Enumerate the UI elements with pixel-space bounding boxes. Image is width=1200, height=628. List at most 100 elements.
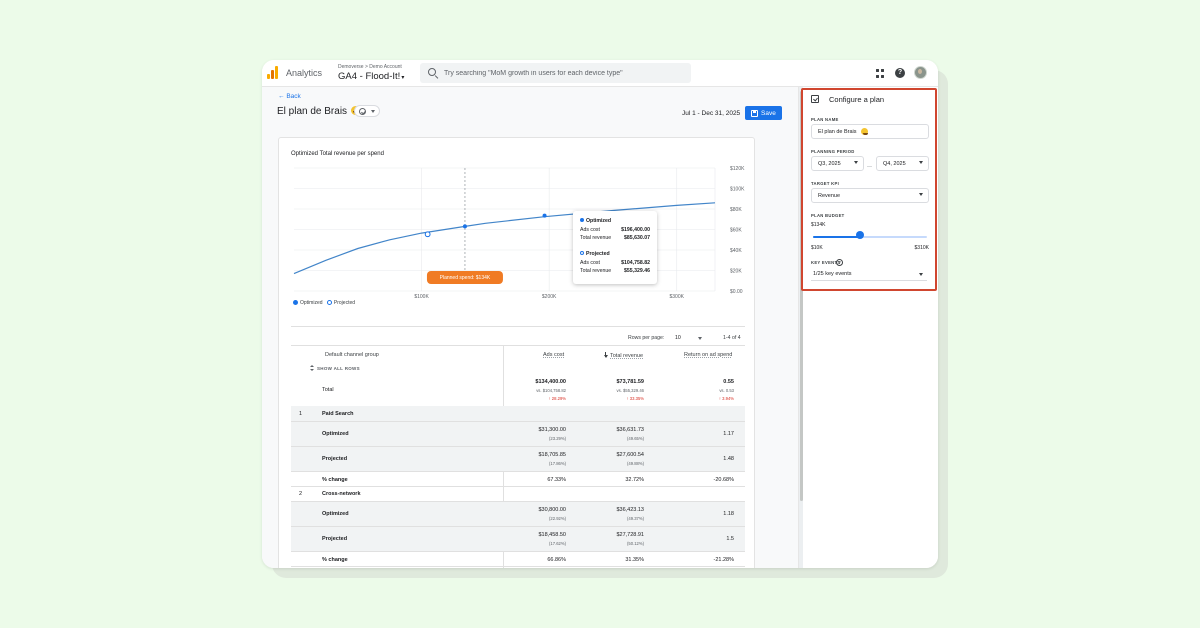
key-events-label: KEY EVENTS [811,260,841,265]
status-chip[interactable] [354,105,380,117]
tooltip-optimized-cost: Ads cost $196,400.00 [580,227,650,233]
grinning-face-icon [861,128,868,135]
tooltip-projected-cost: Ads cost $104,758.82 [580,260,650,266]
row-optimized-label: Optimized [322,511,349,517]
total-roas-delta: ↑ 3.94% [718,396,734,401]
plan-card: Optimized Total revenue per spend $120K $… [278,137,755,568]
key-events-select[interactable]: 1/25 key events [811,268,927,281]
row-change-revenue: 31.35% [625,557,644,563]
row-channel-name[interactable]: Cross-network [322,491,361,497]
table-row [291,447,745,471]
row-index: 2 [299,491,303,497]
scrollbar[interactable] [799,87,803,568]
help-outline-icon[interactable]: ? [836,259,843,266]
header-roas[interactable]: Return on ad spend [684,352,733,358]
sort-descending-icon [603,352,608,358]
y-tick-label: $40K [730,248,742,254]
row-optimized-roas: 1.17 [723,431,734,437]
budget-slider-track[interactable] [813,236,927,238]
row-optimized-revenue-pct: (49.65%) [627,436,644,441]
row-projected-revenue: $27,728.91 [616,532,644,538]
unfold-icon [310,365,314,371]
budget-slider-handle[interactable] [856,231,865,239]
legend-dot-optimized [293,300,298,305]
apps-grid-icon[interactable] [876,69,885,78]
table-row [291,527,745,551]
avatar[interactable] [914,66,927,79]
page-range: 1-4 of 4 [723,335,741,341]
x-axis-labels: $100K $200K $300K [414,294,684,298]
total-ads-cost-delta: ↑ 28.29% [548,396,566,401]
divider [291,501,745,502]
legend-projected[interactable]: Projected [333,300,356,306]
chevron-down-icon: ▾ [401,75,405,81]
x-tick-label: $100K [414,294,429,298]
row-change-roas: -21.28% [713,557,735,563]
planned-spend-badge: Planned spend: $134K [426,271,503,284]
chart-title: Optimized Total revenue per spend [291,151,384,157]
divider [291,526,745,527]
date-range[interactable]: Jul 1 - Dec 31, 2025 [682,110,741,117]
row-optimized-cost: $31,300.00 [538,427,566,433]
row-projected-label: Projected [322,456,348,462]
divider [291,446,745,447]
header-total-revenue[interactable]: Total revenue [603,352,643,359]
plan-name-field[interactable]: El plan de Brais [811,124,929,139]
page-title: El plan de Brais [277,106,360,117]
header-default-channel-group[interactable]: Default channel group [325,352,379,358]
period-start-select[interactable]: Q3, 2025 [811,156,864,171]
tooltip-optimized-title: Optimized [580,218,611,224]
row-change-cost: 66.86% [547,557,566,563]
plan-budget-label: PLAN BUDGET [811,213,845,218]
save-button[interactable]: Save [745,106,782,120]
tooltip-projected-title: Projected [580,251,610,257]
budget-max: $310K [914,245,929,251]
tooltip-optimized-revenue: Total revenue $85,630.07 [580,235,650,241]
configure-plan-panel: Configure a plan PLAN NAME El plan de Br… [801,88,937,291]
row-projected-revenue-pct: (49.88%) [627,461,644,466]
period-end-select[interactable]: Q4, 2025 [876,156,929,171]
scrollbar-thumb[interactable] [800,91,803,501]
target-kpi-select[interactable]: Revenue [811,188,929,203]
chevron-down-icon [919,273,923,276]
row-projected-label: Projected [322,536,348,542]
projected-point [424,231,431,238]
chevron-down-icon [698,337,702,340]
show-all-rows-button[interactable]: SHOW ALL ROWS [310,365,360,371]
back-link[interactable]: ← Back [278,93,301,100]
property-selector[interactable]: GA4 - Flood-It!▾ [338,71,404,82]
app-window: Analytics Demoverse > Demo Account GA4 -… [262,60,938,568]
panel-title: Configure a plan [829,95,885,104]
row-projected-cost-pct: (17.86%) [549,461,566,466]
optimized-point [542,213,547,218]
account-breadcrumb[interactable]: Demoverse > Demo Account [338,64,402,70]
row-projected-roas: 1.5 [726,536,734,542]
total-revenue: $73,781.59 [616,379,644,385]
row-projected-cost: $18,458.50 [538,532,566,538]
row-projected-cost: $18,705.85 [538,452,566,458]
main-content: ← Back El plan de Brais Jul 1 - Dec 31, … [262,87,798,568]
row-optimized-revenue-pct: (49.37%) [627,516,644,521]
search-input[interactable] [444,67,684,79]
header-ads-cost[interactable]: Ads cost [543,352,565,358]
total-ads-cost-vs: vs. $104,758.82 [536,388,566,393]
optimized-point [462,224,467,229]
help-icon[interactable]: ? [895,68,905,78]
table-row-group [291,406,745,421]
row-channel-name[interactable]: Paid Search [322,411,354,417]
search-bar[interactable] [420,63,691,83]
legend-optimized[interactable]: Optimized [300,300,323,306]
app-name: Analytics [286,68,323,78]
revenue-chart: $120K $100K $80K $60K $40K $20K $0.00 $100K $20… [293,166,745,298]
divider [291,486,745,487]
chart-tooltip: Optimized Ads cost $196,400.00 Total reve… [573,211,657,284]
chart-legend: Optimized Projected [293,300,355,306]
target-kpi-label: TARGET KPI [811,181,840,186]
row-change-label: % change [322,477,348,483]
property-name: GA4 - Flood-It! [338,71,401,82]
rows-per-page-select[interactable]: 10 [675,332,705,343]
row-optimized-revenue: $36,423.13 [616,507,644,513]
y-tick-label: $100K [730,187,745,193]
total-revenue-delta: ↑ 33.35% [626,396,644,401]
row-projected-revenue-pct: (50.12%) [627,541,644,546]
